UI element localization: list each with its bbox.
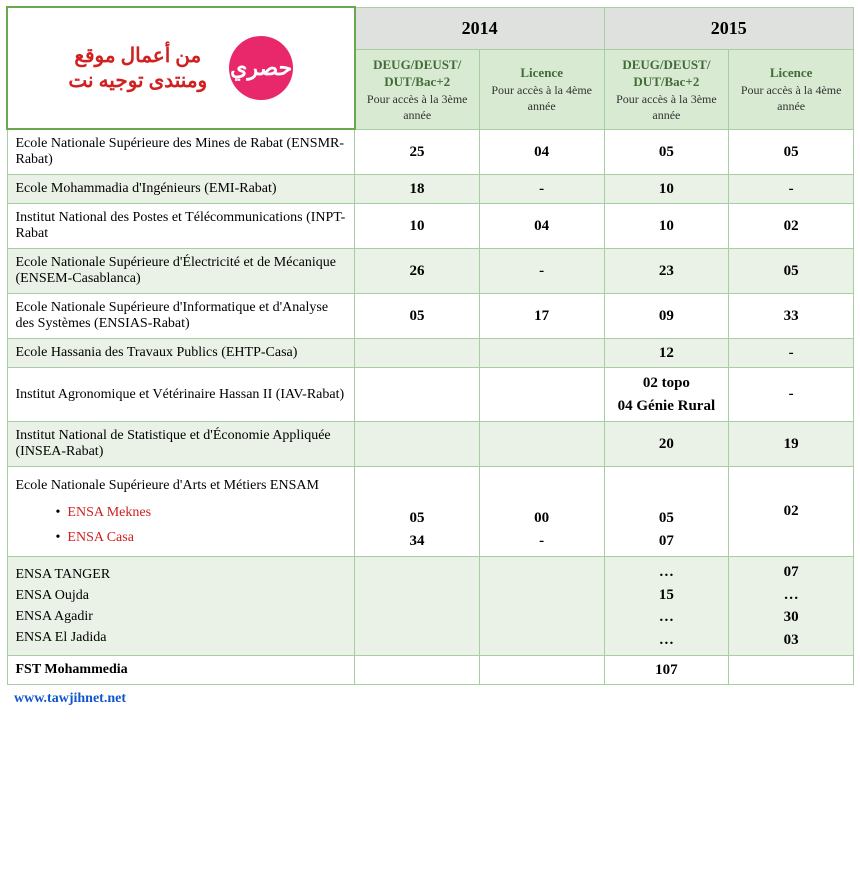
cell-value: - (729, 339, 854, 368)
cell-value: 10 (355, 204, 480, 249)
table-row: Ecole Hassania des Travaux Publics (EHTP… (7, 339, 854, 368)
table-row-iav: Institut Agronomique et Vétérinaire Hass… (7, 368, 854, 422)
cell-value: … 15 … … (604, 557, 729, 656)
cell-value: 04 (479, 204, 604, 249)
cell-value: 04 (479, 129, 604, 175)
table-row-insea: Institut National de Statistique et d'Éc… (7, 422, 854, 467)
cell-value: 23 (604, 249, 729, 294)
school-name: ENSA TANGER ENSA Oujda ENSA Agadir ENSA … (7, 557, 355, 656)
table-row: Ecole Nationale Supérieure des Mines de … (7, 129, 854, 175)
year-2014: 2014 (355, 7, 604, 49)
school-name: Ecole Nationale Supérieure d'Arts et Mét… (7, 467, 355, 557)
table-row: Institut National des Postes et Télécomm… (7, 204, 854, 249)
table-row-ensam: Ecole Nationale Supérieure d'Arts et Mét… (7, 467, 854, 557)
admissions-table: من أعمال موقع ومنتدى توجيه نت حصري 2014 … (6, 6, 854, 685)
cell-value: 26 (355, 249, 480, 294)
cell-value-merged: 02 topo04 Génie Rural (604, 368, 729, 422)
col-licence-2015: Licence Pour accès à la 4ème année (729, 49, 854, 129)
cell-value: 12 (604, 339, 729, 368)
school-name: Ecole Nationale Supérieure d'Électricité… (7, 249, 355, 294)
school-name: Institut National de Statistique et d'Éc… (7, 422, 355, 467)
school-name: Institut Agronomique et Vétérinaire Hass… (7, 368, 355, 422)
cell-value: - (479, 249, 604, 294)
cell-value (355, 557, 480, 656)
cell-value (479, 368, 604, 422)
table-row-fst: FST Mohammedia 107 (7, 656, 854, 685)
cell-value: 33 (729, 294, 854, 339)
cell-value: 05 (729, 249, 854, 294)
cell-value (479, 339, 604, 368)
cell-value: 20 (604, 422, 729, 467)
cell-value: 17 (479, 294, 604, 339)
cell-value: 09 (604, 294, 729, 339)
branding-cell: من أعمال موقع ومنتدى توجيه نت حصري (7, 7, 355, 129)
table-row-ensa: ENSA TANGER ENSA Oujda ENSA Agadir ENSA … (7, 557, 854, 656)
cell-value (355, 422, 480, 467)
school-name: Ecole Nationale Supérieure d'Informatiqu… (7, 294, 355, 339)
cell-value (355, 656, 480, 685)
cell-value: - (479, 175, 604, 204)
cell-value: - (729, 175, 854, 204)
cell-value: 02 (729, 467, 854, 557)
cell-value (479, 422, 604, 467)
school-name: Institut National des Postes et Télécomm… (7, 204, 355, 249)
cell-value: 02 (729, 204, 854, 249)
footer-link[interactable]: www.tawjihnet.net (6, 685, 854, 713)
col-licence-2014: Licence Pour accès à la 4ème année (479, 49, 604, 129)
cell-value: 10 (604, 204, 729, 249)
school-name: Ecole Mohammadia d'Ingénieurs (EMI-Rabat… (7, 175, 355, 204)
cell-value: 05 (729, 129, 854, 175)
school-name: Ecole Nationale Supérieure des Mines de … (7, 129, 355, 175)
arabic-title: من أعمال موقع ومنتدى توجيه نت (68, 43, 207, 93)
cell-value: 18 (355, 175, 480, 204)
cell-value: 05 07 (604, 467, 729, 557)
cell-value: 25 (355, 129, 480, 175)
table-row: Ecole Nationale Supérieure d'Électricité… (7, 249, 854, 294)
col-deug-2014: DEUG/DEUST/ DUT/Bac+2 Pour accès à la 3è… (355, 49, 480, 129)
school-name: FST Mohammedia (7, 656, 355, 685)
exclusive-badge: حصري (229, 36, 293, 100)
year-2015: 2015 (604, 7, 853, 49)
cell-value (479, 656, 604, 685)
cell-value (355, 339, 480, 368)
cell-value: 07 … 30 03 (729, 557, 854, 656)
cell-value: 00 - (479, 467, 604, 557)
cell-value: 10 (604, 175, 729, 204)
cell-value: 19 (729, 422, 854, 467)
cell-value (479, 557, 604, 656)
cell-value: 107 (604, 656, 729, 685)
table-row: Ecole Mohammadia d'Ingénieurs (EMI-Rabat… (7, 175, 854, 204)
table-row: Ecole Nationale Supérieure d'Informatiqu… (7, 294, 854, 339)
cell-value: 05 (604, 129, 729, 175)
cell-value: 05 34 (355, 467, 480, 557)
cell-value: 05 (355, 294, 480, 339)
cell-value (729, 656, 854, 685)
cell-value (355, 368, 480, 422)
col-deug-2015: DEUG/DEUST/ DUT/Bac+2 Pour accès à la 3è… (604, 49, 729, 129)
cell-value: - (729, 368, 854, 422)
school-name: Ecole Hassania des Travaux Publics (EHTP… (7, 339, 355, 368)
